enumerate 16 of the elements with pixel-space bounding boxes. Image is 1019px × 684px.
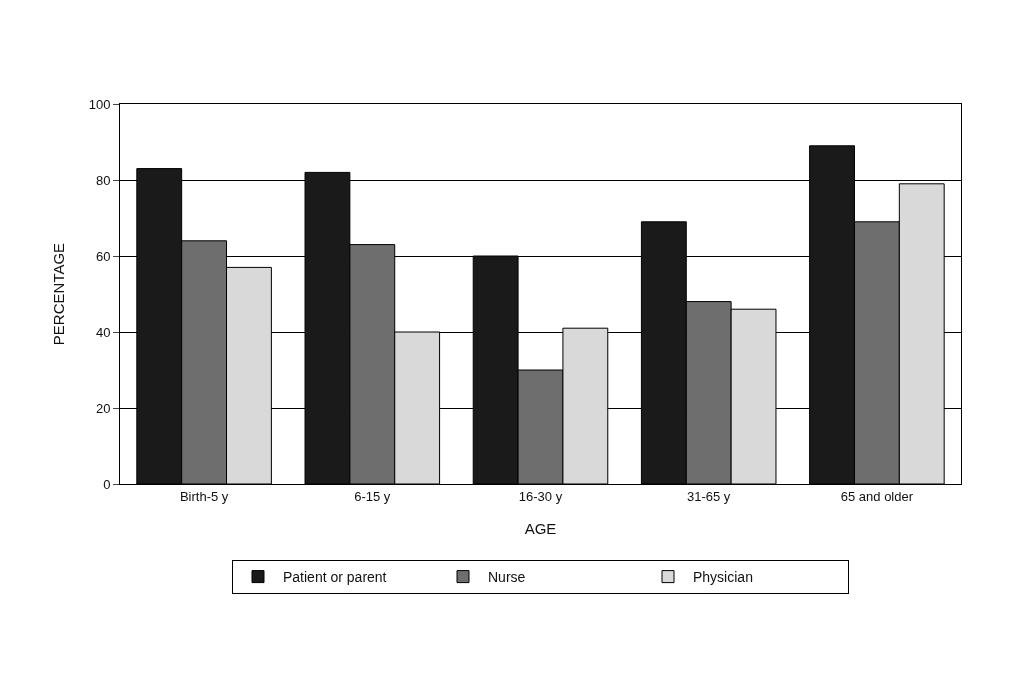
y-axis-title: PERCENTAGE: [49, 242, 67, 346]
y-tick-label: 60: [95, 248, 111, 264]
y-tick-label: 0: [103, 476, 111, 492]
y-tick-label: 100: [88, 96, 111, 112]
y-tick-label: 80: [95, 172, 111, 188]
y-tick-label: 20: [95, 400, 111, 416]
legend-label: Patient or parent: [283, 569, 387, 586]
x-tick-label: 65 and older: [840, 488, 914, 504]
x-tick-label: 16-30 y: [518, 488, 563, 504]
x-axis-title: AGE: [524, 519, 557, 537]
y-tick-label: 40: [95, 324, 111, 340]
legend-label: Physician: [693, 569, 753, 586]
x-tick-label: 6-15 y: [354, 488, 391, 504]
x-tick-label: Birth-5 y: [179, 488, 229, 504]
x-tick-label: 31-65 y: [687, 488, 731, 504]
legend-label: Nurse: [488, 569, 526, 586]
